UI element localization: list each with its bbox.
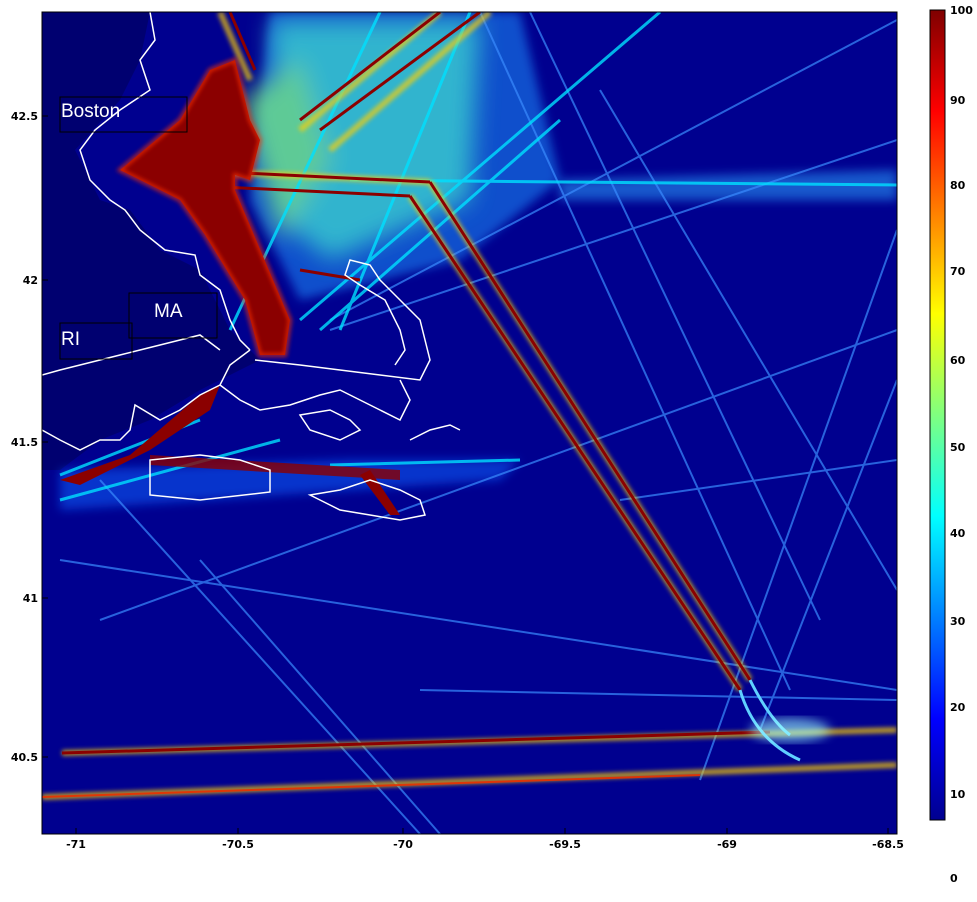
svg-text:Boston: Boston [61, 101, 120, 122]
y-tick-42: 42 [23, 274, 38, 287]
svg-text:MA: MA [154, 301, 183, 322]
y-axis: 42.5 42 41.5 41 40.5 [11, 110, 48, 764]
cyan-cloud [240, 20, 480, 260]
boston-orange-halo [116, 57, 293, 357]
colorbar-tick-100: 100 [950, 4, 973, 17]
colorbar-tick-80: 80 [950, 179, 966, 192]
colorbar-tick-70: 70 [950, 265, 966, 278]
colorbar-tick-0: 0 [950, 872, 958, 885]
y-tick-42.5: 42.5 [11, 110, 38, 123]
x-tick--69.5: -69.5 [549, 838, 581, 851]
southern-lane [42, 774, 701, 798]
x-tick--70: -70 [393, 838, 413, 851]
svg-text:RI: RI [61, 329, 80, 350]
x-tick--69: -69 [717, 838, 737, 851]
y-tick-41.5: 41.5 [11, 436, 38, 449]
colorbar-tick-30: 30 [950, 615, 966, 628]
colorbar-tick-20: 20 [950, 701, 966, 714]
colorbar-ticks: 100 90 80 70 60 50 40 30 20 10 0 [950, 4, 973, 885]
lane-junction-glow [750, 718, 830, 742]
faint-shipping-lanes [59, 12, 897, 834]
x-tick--70.5: -70.5 [222, 838, 254, 851]
colorbar-tick-40: 40 [950, 527, 966, 540]
colorbar: 100 90 80 70 60 50 40 30 20 10 0 [929, 4, 973, 885]
x-tick--71: -71 [66, 838, 86, 851]
colorbar-tick-10: 10 [950, 788, 966, 801]
colorbar-tick-50: 50 [950, 441, 966, 454]
label-ri: RI [59, 322, 133, 360]
colorbar-tick-90: 90 [950, 94, 966, 107]
land-mass [42, 12, 260, 470]
plot-frame [41, 11, 898, 835]
boston-high-density-area [60, 60, 400, 515]
cyan-shipping-lanes [59, 12, 897, 502]
colorbar-tick-60: 60 [950, 354, 966, 367]
label-boston: Boston [59, 96, 188, 133]
y-tick-40.5: 40.5 [11, 751, 38, 764]
x-axis: -71 -70.5 -70 -69.5 -69 -68.5 [66, 828, 904, 851]
label-ma: MA [128, 292, 218, 339]
y-tick-41: 41 [23, 592, 38, 605]
x-tick--68.5: -68.5 [872, 838, 904, 851]
colorbar-gradient [929, 9, 946, 821]
